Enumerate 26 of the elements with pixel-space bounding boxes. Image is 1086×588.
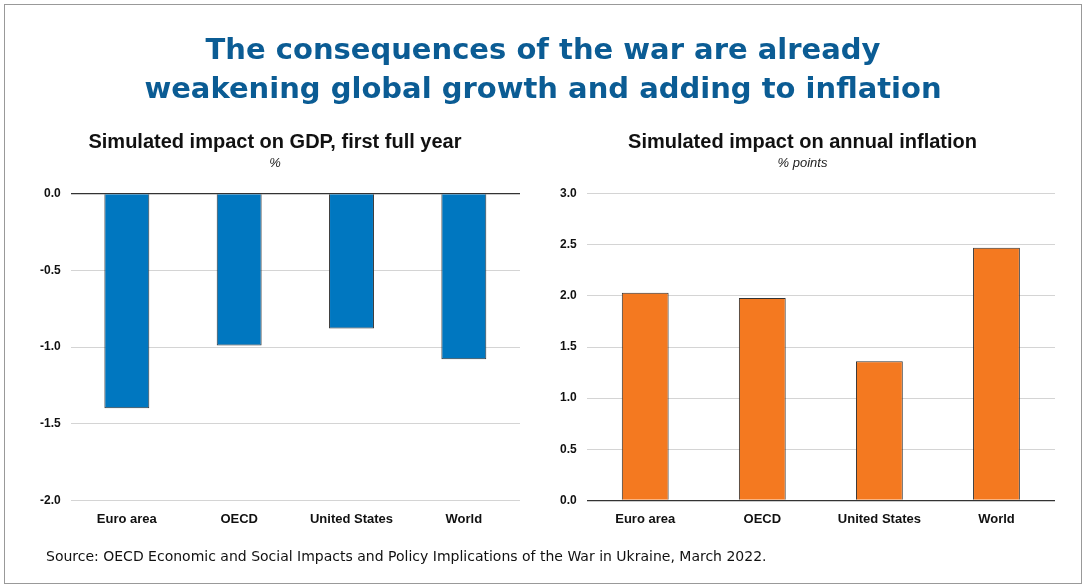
y-tick-label: 1.5 [559, 339, 577, 354]
x-tick-label: World [445, 510, 483, 526]
y-tick-label: 3.0 [559, 185, 577, 200]
y-tick-label: 1.0 [559, 390, 577, 405]
chart-title: Simulated impact on annual inflation [628, 129, 977, 152]
x-tick-label: OECD [220, 510, 258, 526]
y-tick-label: -1.0 [39, 339, 61, 354]
x-tick-label: United States [837, 510, 921, 526]
y-tick-label: 0.0 [43, 185, 61, 200]
source-note: Source: OECD Economic and Social Impacts and Policy Implications of the War in Ukraine, March 2022. [46, 548, 767, 564]
x-tick-label: Euro area [615, 510, 676, 526]
text: The consequences of the war are already weakening global growth and adding to inflation [143, 31, 943, 107]
y-tick-label: 2.5 [559, 237, 577, 252]
x-tick-label: United States [309, 510, 394, 526]
y-tick-label: -0.5 [39, 262, 61, 277]
y-tick-label: -1.5 [39, 416, 61, 431]
y-tick-label: 0.0 [559, 492, 577, 507]
x-tick-label: World [978, 510, 1015, 526]
y-tick-label: 0.5 [559, 441, 577, 456]
chart-subtitle: % points [777, 155, 828, 171]
y-tick-label: 2.0 [559, 288, 577, 303]
x-tick-label: OECD [743, 510, 782, 526]
chart-subtitle: % [269, 155, 281, 171]
y-tick-label: -2.0 [39, 492, 61, 507]
chart-title: Simulated impact on GDP, first full year [88, 129, 462, 152]
x-tick-label: Euro area [96, 510, 158, 526]
